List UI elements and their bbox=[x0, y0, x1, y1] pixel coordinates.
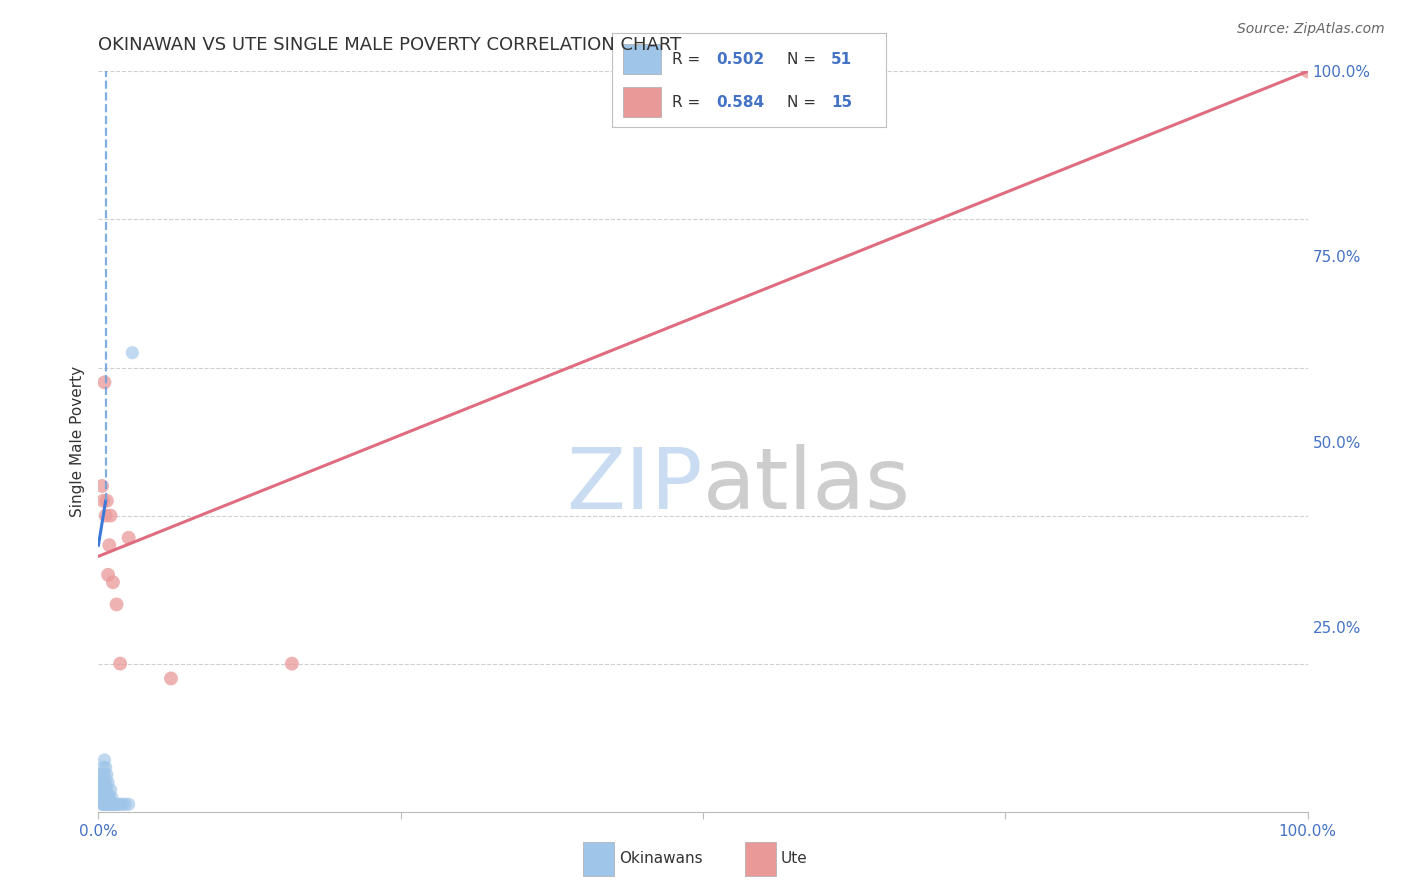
Point bbox=[94, 760, 117, 774]
Point bbox=[91, 789, 114, 804]
Y-axis label: Single Male Poverty: Single Male Poverty bbox=[70, 366, 86, 517]
Point bbox=[91, 767, 114, 781]
Point bbox=[105, 598, 128, 612]
Point bbox=[114, 797, 136, 812]
Point bbox=[100, 797, 122, 812]
Text: Source: ZipAtlas.com: Source: ZipAtlas.com bbox=[1237, 22, 1385, 37]
Text: 0.584: 0.584 bbox=[716, 95, 763, 110]
Point bbox=[91, 782, 114, 797]
Point bbox=[281, 657, 304, 671]
Point bbox=[98, 538, 121, 552]
Point bbox=[91, 782, 114, 797]
Point bbox=[94, 508, 117, 523]
Point bbox=[90, 775, 112, 789]
Point bbox=[89, 789, 111, 804]
Point bbox=[108, 657, 131, 671]
Point bbox=[96, 782, 118, 797]
Point bbox=[96, 767, 118, 781]
Point bbox=[108, 797, 131, 812]
Point bbox=[105, 797, 128, 812]
Point bbox=[94, 782, 117, 797]
Point bbox=[101, 797, 124, 812]
Point bbox=[91, 479, 114, 493]
Point bbox=[93, 789, 115, 804]
Point bbox=[96, 797, 118, 812]
Point bbox=[118, 531, 141, 545]
Text: ZIP: ZIP bbox=[567, 444, 703, 527]
Text: 0.502: 0.502 bbox=[716, 52, 763, 67]
Point bbox=[100, 789, 122, 804]
Point bbox=[96, 493, 118, 508]
FancyBboxPatch shape bbox=[623, 87, 661, 118]
Point bbox=[121, 345, 143, 359]
Text: 15: 15 bbox=[831, 95, 852, 110]
Point bbox=[97, 567, 120, 582]
Point bbox=[91, 493, 114, 508]
Point bbox=[93, 775, 115, 789]
FancyBboxPatch shape bbox=[623, 45, 661, 74]
Point bbox=[100, 797, 122, 812]
Text: R =: R = bbox=[672, 95, 704, 110]
Text: Ute: Ute bbox=[780, 852, 807, 866]
Point bbox=[104, 797, 127, 812]
Point bbox=[90, 782, 112, 797]
Point bbox=[100, 508, 122, 523]
Point bbox=[98, 797, 121, 812]
Point bbox=[93, 767, 115, 781]
Point bbox=[101, 575, 124, 590]
Text: N =: N = bbox=[787, 95, 821, 110]
Point bbox=[160, 672, 183, 686]
Text: atlas: atlas bbox=[703, 444, 911, 527]
Point bbox=[96, 789, 118, 804]
Text: R =: R = bbox=[672, 52, 704, 67]
Point bbox=[91, 797, 114, 812]
Point bbox=[90, 789, 112, 804]
Point bbox=[93, 797, 115, 812]
Point bbox=[91, 775, 114, 789]
Point bbox=[91, 760, 114, 774]
Point bbox=[91, 789, 114, 804]
Point bbox=[98, 789, 121, 804]
Point bbox=[94, 797, 117, 812]
Point bbox=[107, 797, 129, 812]
Point bbox=[118, 797, 141, 812]
Point bbox=[93, 376, 115, 390]
Point bbox=[89, 775, 111, 789]
Point bbox=[103, 797, 125, 812]
Point bbox=[97, 775, 120, 789]
Point bbox=[91, 797, 114, 812]
Text: OKINAWAN VS UTE SINGLE MALE POVERTY CORRELATION CHART: OKINAWAN VS UTE SINGLE MALE POVERTY CORR… bbox=[98, 36, 682, 54]
Text: Okinawans: Okinawans bbox=[619, 852, 702, 866]
Point bbox=[111, 797, 134, 812]
Point bbox=[100, 782, 122, 797]
Text: N =: N = bbox=[787, 52, 821, 67]
Point bbox=[1296, 64, 1319, 78]
Point bbox=[97, 797, 120, 812]
Point bbox=[91, 775, 114, 789]
Point bbox=[97, 789, 120, 804]
Point bbox=[94, 775, 117, 789]
Point bbox=[94, 789, 117, 804]
Point bbox=[89, 782, 111, 797]
Point bbox=[90, 767, 112, 781]
Point bbox=[93, 753, 115, 767]
Text: 51: 51 bbox=[831, 52, 852, 67]
Point bbox=[93, 782, 115, 797]
